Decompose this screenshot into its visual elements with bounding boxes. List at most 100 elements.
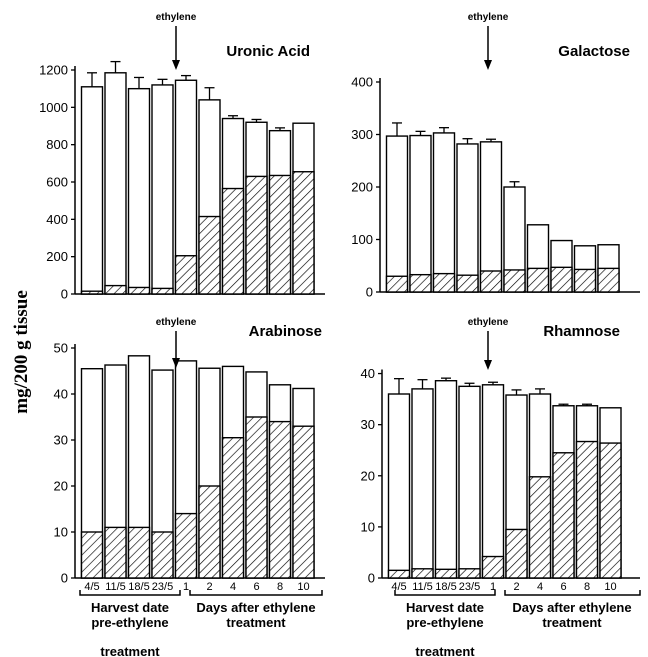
bar-total [409, 134, 432, 293]
x-tick-label: 1 [183, 581, 189, 593]
y-tick-label: 0 [61, 571, 68, 586]
group-bracket-post-right [504, 590, 641, 596]
x-tick-label: 1 [490, 581, 496, 593]
bar-hatched [479, 270, 503, 293]
bar-hatched [599, 442, 622, 579]
ethylene-label: ethylene [156, 12, 197, 23]
group-bracket-post [189, 590, 323, 596]
bar-hatched [80, 531, 104, 579]
y-tick-label: 1200 [39, 63, 68, 78]
bar-total [127, 87, 151, 295]
ethylene-arrow-head [484, 60, 492, 70]
bar-total [434, 380, 458, 579]
x-tick-label: 23/5 [152, 581, 173, 593]
group-label-post-right: Days after ethylene treatment [504, 590, 641, 630]
group-label-post: Days after ethylene treatment [189, 590, 323, 630]
bar-hatched [104, 526, 127, 579]
x-tick-label: 11/5 [412, 581, 433, 593]
ethylene-arrow-head [172, 358, 180, 368]
y-tick-label: 0 [368, 571, 375, 586]
group-label-pre-line-1: Harvest date [91, 600, 169, 615]
bar-hatched [526, 267, 550, 293]
y-tick-label: 0 [366, 285, 373, 300]
bar-total [479, 141, 503, 293]
bar-hatched [245, 175, 268, 295]
bar-hatched [104, 284, 127, 295]
x-tick-label: 2 [513, 581, 519, 593]
x-tick-label: 8 [277, 581, 283, 593]
bar-hatched [385, 275, 409, 293]
chart-title: Arabinose [249, 323, 322, 340]
y-tick-label: 100 [351, 232, 373, 247]
y-tick-label: 400 [46, 212, 68, 227]
x-tick-label: 10 [604, 581, 616, 593]
bar-total [432, 132, 456, 293]
group-label-post-right-line-2: treatment [542, 615, 602, 630]
x-tick-label: 6 [560, 581, 566, 593]
bar-hatched [503, 269, 526, 293]
bar-hatched [198, 215, 221, 295]
y-tick-label: 400 [351, 75, 373, 90]
bar-hatched [552, 452, 575, 579]
bar-hatched [268, 174, 292, 295]
bar-hatched [528, 476, 552, 579]
bar-hatched [268, 420, 292, 579]
bar-hatched [550, 266, 573, 293]
y-tick-label: 30 [361, 417, 375, 432]
bar-total [458, 385, 481, 579]
ethylene-arrow-head [172, 60, 180, 70]
group-label-pre-right: Harvest date pre-ethylene treatment [394, 590, 496, 657]
group-label-pre-line-3: treatment [100, 644, 160, 657]
chart-title: Galactose [558, 43, 630, 60]
bar-hatched [411, 568, 434, 579]
y-tick-label: 1000 [39, 100, 68, 115]
group-label-pre-right-line-2: pre-ethylene [406, 615, 483, 630]
x-tick-label: 18/5 [435, 581, 456, 593]
y-tick-label: 40 [54, 387, 68, 402]
chart-title: Rhamnose [543, 323, 620, 340]
bar-hatched [127, 526, 151, 579]
x-tick-label: 8 [584, 581, 590, 593]
x-tick-label: 23/5 [459, 581, 480, 593]
bar-hatched [575, 440, 599, 579]
x-tick-label: 4 [230, 581, 236, 593]
group-bracket-pre-right [394, 590, 496, 596]
y-tick-label: 0 [61, 287, 68, 302]
bar-total [387, 393, 411, 579]
y-axis-label: mg/200 g tissue [11, 290, 32, 414]
y-tick-label: 300 [351, 127, 373, 142]
bar-total [481, 384, 505, 579]
y-tick-label: 20 [54, 479, 68, 494]
chart-panel-2: 0 100 200 300 400 Galactose ethylene [351, 12, 640, 300]
x-tick-label: 4/5 [391, 581, 406, 593]
chart-panel-1: 0 200 400 600 800 1000 1200 Uronic Acid ethylene [39, 12, 325, 302]
group-bracket-pre [79, 590, 181, 596]
ethylene-label: ethylene [468, 317, 509, 328]
ethylene-label: ethylene [468, 12, 509, 23]
group-label-pre: Harvest date pre-ethylene treatment [79, 590, 181, 657]
chart-title: Uronic Acid [226, 43, 310, 60]
y-tick-label: 50 [54, 341, 68, 356]
group-label-pre-right-line-3: treatment [415, 644, 475, 657]
x-tick-label: 18/5 [128, 581, 149, 593]
y-tick-label: 30 [54, 433, 68, 448]
bar-hatched [434, 568, 458, 579]
bar-hatched [505, 528, 528, 579]
chart-panel-3: 0 10 20 30 40 50 4/5 11/5 18/5 23/5 1 2 4 6 8 10 Arabino… [54, 317, 325, 593]
bar-hatched [458, 568, 481, 579]
x-tick-label: 10 [297, 581, 309, 593]
group-label-post-line-1: Days after ethylene [196, 600, 315, 615]
y-tick-label: 200 [351, 180, 373, 195]
bar-hatched [174, 255, 198, 295]
bar-hatched [481, 555, 505, 579]
ethylene-label: ethylene [156, 317, 197, 328]
bar-hatched [174, 512, 198, 579]
bar-hatched [292, 425, 315, 579]
y-tick-label: 20 [361, 468, 375, 483]
bar-hatched [597, 267, 620, 293]
y-tick-label: 800 [46, 137, 68, 152]
y-tick-label: 10 [361, 519, 375, 534]
group-label-pre-line-2: pre-ethylene [91, 615, 168, 630]
